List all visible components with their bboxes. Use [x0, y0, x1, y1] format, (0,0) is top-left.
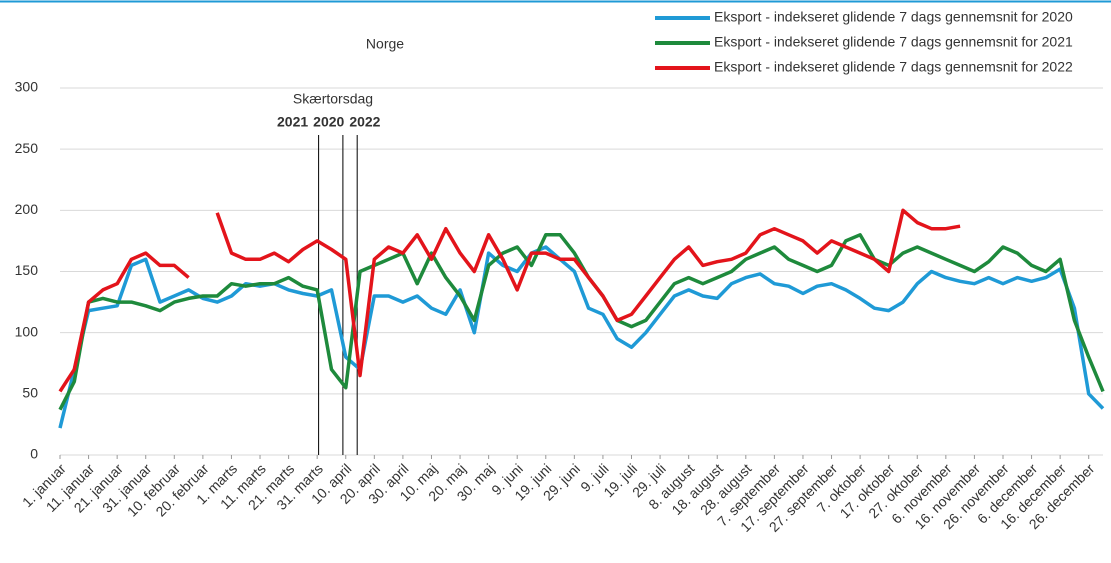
annotation-year: 2022	[349, 114, 380, 130]
legend-label: Eksport - indekseret glidende 7 dags gen…	[714, 9, 1073, 25]
series-line	[58, 233, 1105, 411]
y-tick-label: 200	[15, 201, 39, 217]
series-line	[58, 245, 1105, 429]
y-tick-label: 300	[15, 79, 39, 95]
chart-title: Norge	[366, 36, 404, 52]
legend-label: Eksport - indekseret glidende 7 dags gen…	[714, 34, 1073, 50]
y-tick-label: 50	[22, 385, 38, 401]
annotation-year: 2021	[277, 114, 308, 130]
annotation-text: Skærtorsdag	[293, 91, 373, 107]
y-tick-label: 100	[15, 323, 39, 339]
annotation-year: 2020	[313, 114, 344, 130]
y-tick-label: 250	[15, 140, 39, 156]
legend-label: Eksport - indekseret glidende 7 dags gen…	[714, 59, 1073, 75]
y-tick-label: 0	[30, 446, 38, 462]
y-tick-label: 150	[15, 262, 39, 278]
series-line	[58, 208, 961, 393]
